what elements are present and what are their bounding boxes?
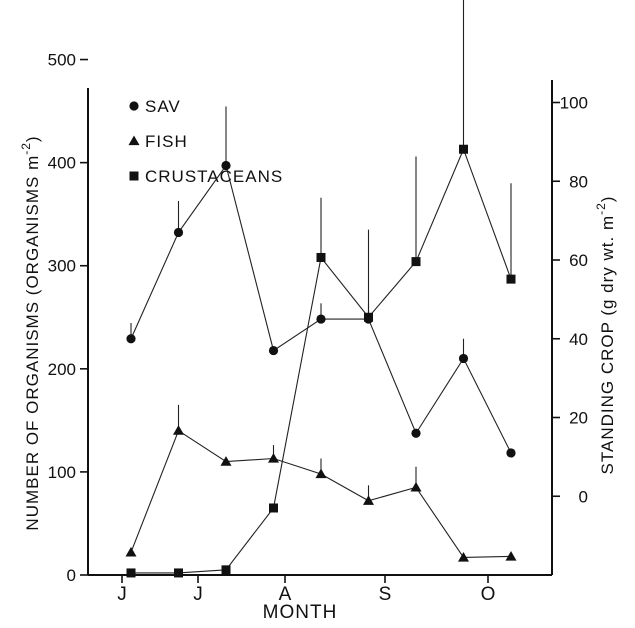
right-tick-label: 0 — [579, 487, 588, 506]
crustaceans-point — [459, 144, 468, 154]
right-axis-label-text: STANDING CROP (g dry wt. m — [598, 215, 617, 475]
x-axis: J J A S O MONTH — [88, 574, 552, 623]
fish-point — [410, 481, 422, 492]
crustaceans-point — [221, 565, 231, 575]
sav-point — [411, 428, 421, 438]
legend: SAV FISH CRUSTACEANS — [128, 97, 283, 186]
x-tick-label: O — [481, 584, 496, 605]
right-axis: 0 20 40 60 80 100 STANDING CROP (g dry wt. m-… — [551, 80, 617, 575]
legend-marker-sav — [129, 101, 139, 111]
left-tick-label: 0 — [67, 566, 76, 585]
legend-item-sav: SAV — [129, 97, 180, 116]
crustaceans-point — [506, 274, 516, 284]
series-sav — [126, 106, 516, 458]
left-tick-label: 200 — [48, 360, 76, 379]
left-axis-label-sup: -2 — [19, 142, 33, 155]
crustaceans-point — [126, 568, 136, 578]
left-axis-label-close: ) — [23, 135, 42, 142]
fish-point — [220, 456, 232, 466]
left-axis-label-text: NUMBER OF ORGANISMS (ORGANISMS m — [23, 155, 42, 531]
crustaceans-point — [174, 568, 183, 578]
sav-point — [506, 448, 516, 458]
sav-point — [173, 227, 184, 238]
x-tick-label: A — [279, 584, 292, 605]
series-layer — [125, 0, 517, 578]
x-tick-label: J — [193, 584, 203, 605]
left-axis-label: NUMBER OF ORGANISMS (ORGANISMS m-2) — [19, 135, 42, 530]
right-tick-label: 80 — [569, 172, 588, 191]
fish-line — [130, 429, 512, 559]
series-fish — [125, 404, 517, 562]
left-tick-label: 300 — [48, 257, 76, 276]
fish-point — [505, 550, 517, 561]
right-axis-label-close: ) — [598, 196, 617, 203]
sav-point — [126, 334, 136, 344]
legend-label-fish: FISH — [145, 132, 188, 151]
crustaceans-point — [316, 252, 326, 262]
fish-point — [458, 551, 469, 562]
sav-point — [316, 314, 326, 324]
legend-marker-fish — [128, 135, 140, 146]
right-axis-label-sup: -2 — [594, 202, 608, 215]
sav-point — [221, 160, 231, 171]
right-tick-label: 20 — [569, 409, 588, 428]
left-tick-label: 400 — [48, 154, 76, 173]
crustaceans-point — [269, 503, 278, 513]
sav-point — [268, 345, 279, 356]
right-tick-label: 100 — [560, 94, 588, 113]
fish-point — [125, 546, 137, 557]
legend-label-crustaceans: CRUSTACEANS — [145, 167, 283, 186]
fish-point — [363, 495, 374, 505]
crustaceans-point — [364, 312, 373, 322]
left-axis-ticks: 0 100 200 300 400 500 — [48, 51, 88, 585]
fish-point — [173, 425, 184, 435]
legend-item-crustaceans: CRUSTACEANS — [129, 167, 283, 186]
x-tick-label: S — [379, 584, 392, 605]
x-tick-label: J — [117, 584, 127, 605]
right-axis-label: STANDING CROP (g dry wt. m-2) — [594, 196, 617, 475]
crustaceans-point — [411, 257, 421, 267]
left-tick-label: 500 — [48, 51, 76, 70]
series-crustaceans — [126, 0, 516, 578]
legend-marker-crustaceans — [129, 171, 139, 181]
right-tick-label: 40 — [569, 330, 588, 349]
sav-point — [458, 353, 469, 364]
fish-point — [315, 468, 327, 479]
legend-item-fish: FISH — [128, 132, 188, 151]
fish-point — [268, 453, 279, 463]
right-tick-label: 60 — [569, 251, 588, 270]
x-axis-label: MONTH — [263, 602, 338, 623]
legend-label-sav: SAV — [145, 97, 181, 116]
right-axis-ticks: 0 20 40 60 80 100 — [552, 94, 588, 506]
left-tick-label: 100 — [48, 463, 76, 482]
left-axis: 0 100 200 300 400 500 NUMBER OF ORGANISMS (OR… — [19, 51, 89, 585]
